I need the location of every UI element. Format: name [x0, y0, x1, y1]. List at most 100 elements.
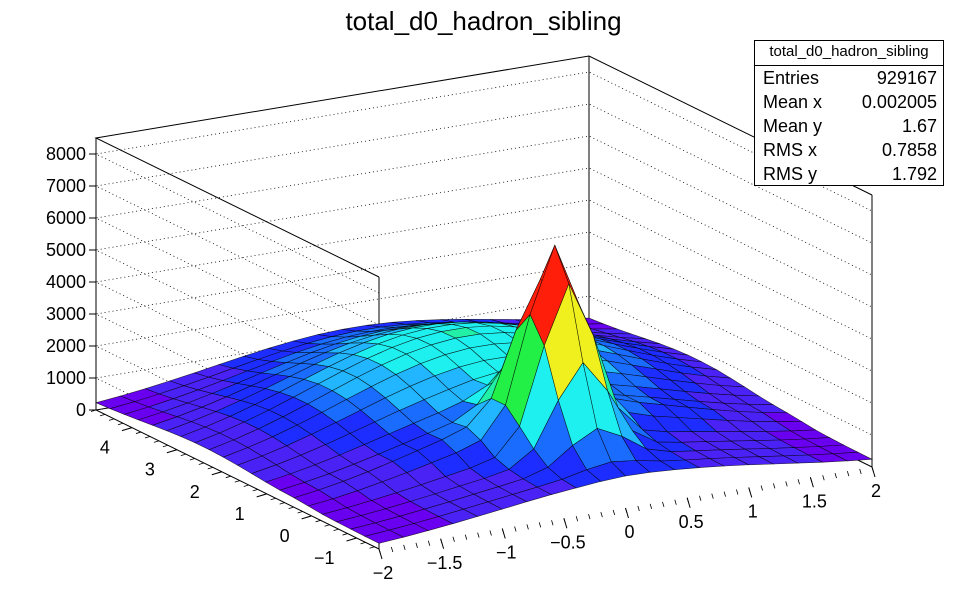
- y-minor-tick: [261, 493, 267, 496]
- z-gridline: [94, 167, 873, 390]
- y-minor-tick: [162, 444, 168, 448]
- x-minor-tick: [440, 538, 443, 544]
- y-minor-tick: [198, 462, 204, 465]
- y-minor-tick: [90, 409, 97, 412]
- x-tick-label: −1: [496, 543, 517, 563]
- y-minor-tick: [189, 458, 195, 461]
- z-tick-label: 2000: [46, 336, 86, 356]
- x-minor-tick: [649, 503, 653, 510]
- y-minor-tick: [171, 449, 177, 452]
- y-minor-tick: [324, 524, 330, 527]
- y-minor-tick: [297, 511, 303, 514]
- z-tick-label: 4000: [46, 272, 86, 292]
- stats-label: Mean x: [763, 92, 823, 112]
- z-gridline: [94, 135, 873, 358]
- x-minor-tick: [390, 546, 394, 553]
- x-minor-tick: [797, 479, 800, 485]
- y-minor-tick: [315, 519, 321, 523]
- x-minor-tick: [477, 532, 480, 538]
- x-minor-tick: [699, 495, 702, 501]
- x-minor-tick: [563, 518, 566, 524]
- stats-box: total_d0_hadron_sibling Entries 929167 M…: [754, 40, 944, 186]
- z-gridline: [94, 103, 873, 326]
- x-minor-tick: [575, 516, 579, 522]
- x-minor-tick: [489, 530, 492, 536]
- x-minor-tick: [538, 522, 542, 528]
- stats-label: Entries: [763, 68, 820, 88]
- x-minor-tick: [464, 534, 468, 540]
- x-minor-tick: [748, 487, 751, 493]
- x-minor-tick: [773, 483, 776, 489]
- x-minor-tick: [600, 511, 603, 518]
- x-minor-tick: [514, 526, 517, 532]
- y-minor-tick: [216, 471, 222, 474]
- y-minor-tick: [135, 431, 142, 434]
- stats-row-entries: Entries 929167: [755, 66, 943, 90]
- stats-label: Mean y: [763, 116, 823, 136]
- x-tick-label: −2: [373, 563, 394, 583]
- x-minor-tick: [637, 505, 640, 512]
- x-tick-label: 1.5: [802, 491, 827, 511]
- y-minor-tick: [369, 546, 375, 549]
- y-minor-tick: [207, 466, 213, 470]
- x-minor-tick: [674, 499, 677, 505]
- x-minor-tick: [526, 524, 529, 530]
- stats-value: 0.002005: [861, 92, 937, 112]
- x-minor-tick: [785, 481, 788, 487]
- surface-cell: [832, 451, 874, 462]
- x-tick-label: 0.5: [679, 512, 704, 532]
- x-minor-tick: [809, 477, 813, 483]
- y-minor-tick: [108, 418, 115, 421]
- y-minor-tick: [126, 427, 133, 430]
- y-tick-label: 0: [280, 526, 290, 546]
- z-tick-label: 3000: [46, 304, 86, 324]
- z-tick-label: 0: [76, 400, 86, 420]
- x-minor-tick: [415, 542, 418, 548]
- stats-value: 929167: [876, 68, 937, 88]
- x-tick-label: 2: [871, 481, 881, 501]
- box-top-edge: [94, 55, 873, 278]
- x-minor-tick: [501, 528, 505, 534]
- stats-value: 0.7858: [881, 140, 937, 160]
- y-minor-tick: [351, 537, 357, 540]
- stats-value: 1.792: [891, 164, 937, 184]
- stats-label: RMS x: [763, 140, 817, 160]
- y-minor-tick: [144, 436, 151, 439]
- z-tick-label: 7000: [46, 176, 86, 196]
- x-minor-tick: [612, 509, 616, 516]
- z-tick-label: 5000: [46, 240, 86, 260]
- z-gridline: [94, 263, 873, 486]
- y-minor-tick: [234, 480, 240, 483]
- stats-row-mean-y: Mean y 1.67: [755, 114, 943, 138]
- chart-title: total_d0_hadron_sibling: [345, 6, 622, 36]
- x-tick-label: 0: [624, 522, 634, 542]
- y-minor-tick: [360, 541, 366, 545]
- y-minor-tick: [333, 528, 339, 532]
- x-minor-tick: [822, 475, 825, 481]
- y-tick-label: 2: [190, 482, 200, 502]
- z-gridline: [94, 231, 873, 454]
- z-tick-label: 8000: [46, 144, 86, 164]
- x-minor-tick: [686, 497, 690, 503]
- y-tick-label: 1: [235, 504, 245, 524]
- x-minor-tick: [452, 536, 455, 542]
- y-tick-label: 3: [145, 460, 155, 480]
- x-tick-label: −0.5: [550, 532, 586, 552]
- x-minor-tick: [859, 468, 862, 475]
- stats-row-mean-x: Mean x 0.002005: [755, 90, 943, 114]
- stats-row-rms-y: RMS y 1.792: [755, 162, 943, 186]
- x-minor-tick: [588, 514, 591, 520]
- x-minor-tick: [711, 493, 714, 499]
- y-tick-label: 4: [100, 438, 110, 458]
- x-minor-tick: [427, 540, 431, 546]
- y-minor-tick: [99, 414, 106, 417]
- stats-row-rms-x: RMS x 0.7858: [755, 138, 943, 162]
- y-minor-tick: [225, 475, 231, 479]
- y-tick-label: −1: [314, 548, 335, 568]
- x-minor-tick: [760, 485, 763, 491]
- y-minor-tick: [279, 502, 285, 505]
- y-minor-tick: [252, 489, 258, 492]
- z-gridline: [94, 71, 873, 294]
- stats-label: RMS y: [763, 164, 817, 184]
